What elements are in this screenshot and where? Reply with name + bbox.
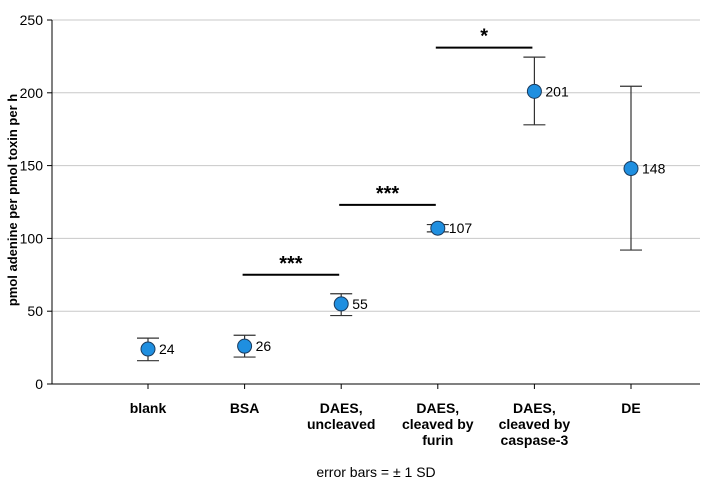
- y-tick-label-50: 50: [27, 303, 43, 319]
- x-tick-label-line: DAES,: [513, 400, 556, 416]
- error-bar-footnote: error bars = ± 1 SD: [316, 464, 435, 480]
- x-tick-label-line: cleaved by: [499, 416, 571, 432]
- x-tick-label-line: DAES,: [320, 400, 363, 416]
- x-tick-label-line: uncleaved: [307, 416, 375, 432]
- y-tick-label-250: 250: [20, 12, 44, 28]
- significance-label-0: ***: [279, 253, 303, 275]
- x-tick-label-line: BSA: [230, 400, 260, 416]
- y-tick-label-200: 200: [20, 85, 44, 101]
- data-labels: 24 26 55 107 201 148: [159, 83, 666, 357]
- x-tick-label-0: blank: [130, 400, 167, 416]
- y-tick-label-150: 150: [20, 158, 44, 174]
- x-tick-label-line: DE: [621, 400, 640, 416]
- significance-label-1: ***: [376, 183, 400, 205]
- error-bars: [137, 56, 642, 362]
- data-label-2: 55: [352, 296, 368, 312]
- data-label-4: 201: [545, 83, 569, 99]
- y-tick-labels: 0 50 100 150 200 250: [20, 12, 44, 392]
- x-tick-label-line: cleaved by: [402, 416, 474, 432]
- data-label-0: 24: [159, 341, 175, 357]
- data-label-3: 107: [449, 220, 473, 236]
- significance-label-2: *: [480, 26, 488, 48]
- y-axis-title: pmol adenine per pmol toxin per h: [5, 94, 20, 306]
- data-point-5: [623, 161, 639, 177]
- data-point-3: [430, 220, 446, 236]
- axes: [47, 19, 700, 389]
- y-tick-label-100: 100: [20, 230, 44, 246]
- x-tick-label-1: BSA: [230, 400, 260, 416]
- x-tick-label-5: DE: [621, 400, 640, 416]
- x-tick-label-line: DAES,: [416, 400, 459, 416]
- data-point-1: [237, 338, 253, 354]
- x-tick-label-line: furin: [422, 432, 453, 448]
- significance-brackets: *******: [242, 26, 533, 276]
- x-tick-label-3: DAES, cleaved by furin: [402, 400, 474, 448]
- data-points: [140, 83, 639, 357]
- data-label-1: 26: [256, 338, 272, 354]
- data-point-2: [333, 296, 349, 312]
- x-tick-label-line: caspase-3: [501, 432, 569, 448]
- gridlines: [52, 19, 700, 312]
- x-tick-label-line: blank: [130, 400, 167, 416]
- data-point-4: [526, 83, 542, 99]
- x-tick-label-4: DAES, cleaved by caspase-3: [499, 400, 571, 448]
- data-point-0: [140, 341, 156, 357]
- y-tick-label-0: 0: [35, 376, 43, 392]
- data-label-5: 148: [642, 161, 666, 177]
- x-tick-label-2: DAES, uncleaved: [307, 400, 375, 432]
